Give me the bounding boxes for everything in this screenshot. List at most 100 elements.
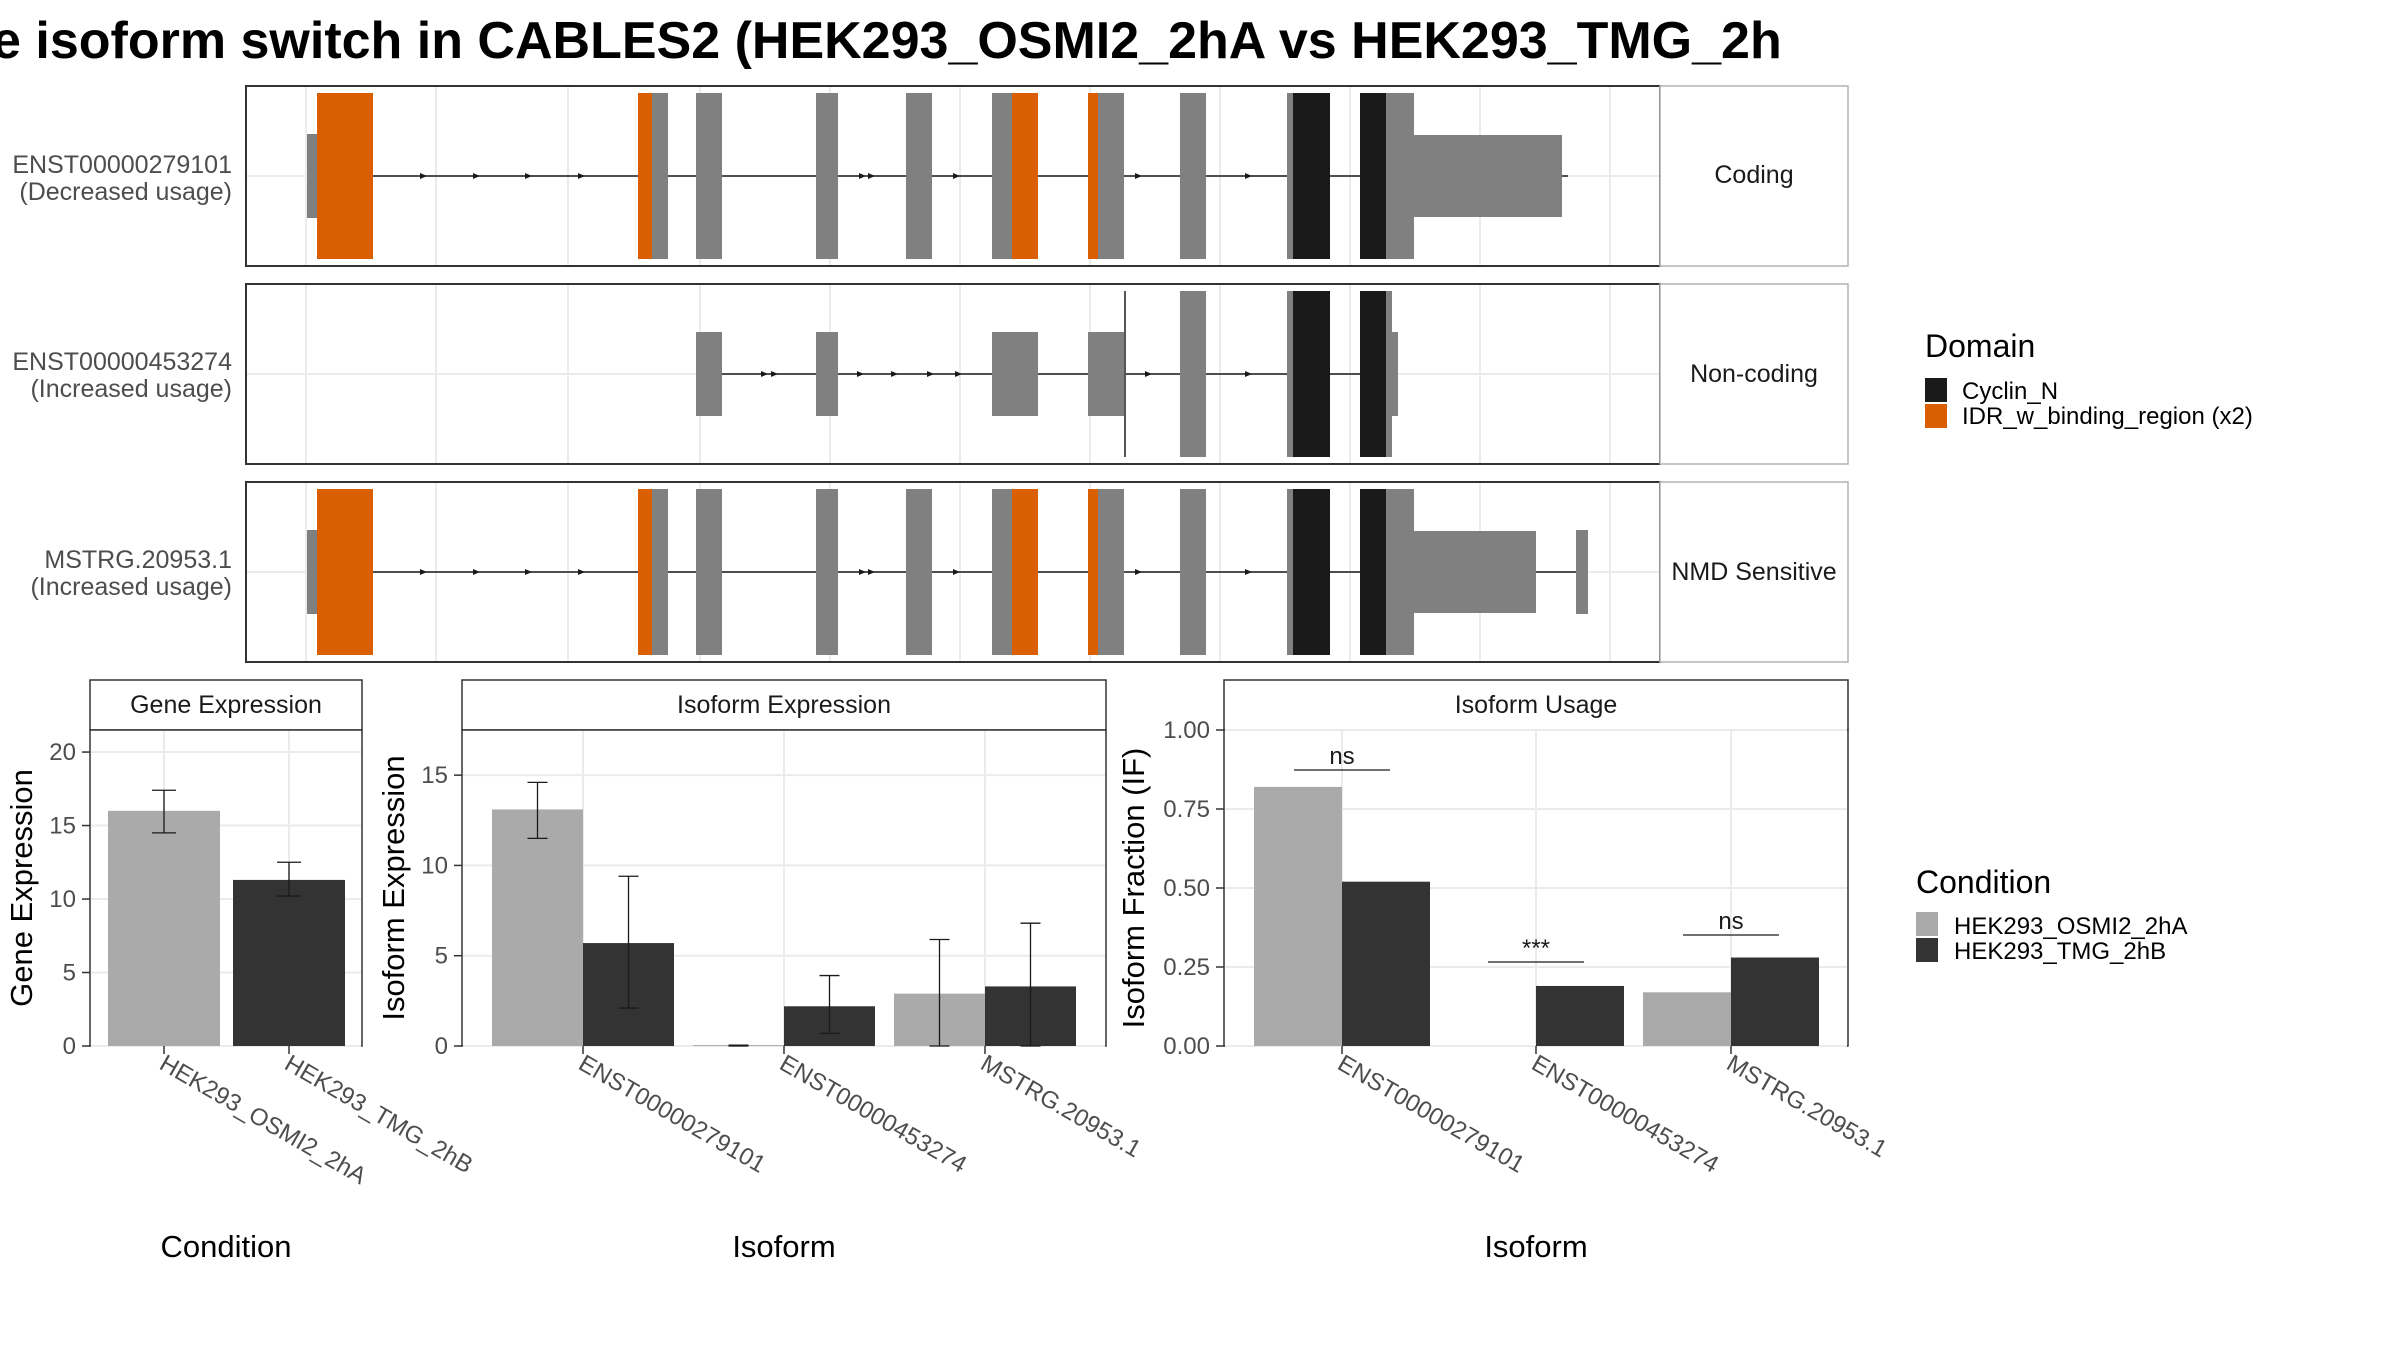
strand-arrow <box>953 569 960 575</box>
exon <box>1287 93 1293 259</box>
strip-label: Isoform Usage <box>1455 691 1618 719</box>
strand-arrow <box>1135 569 1142 575</box>
exon <box>1088 332 1124 416</box>
idr-domain <box>638 489 652 655</box>
strip-panel <box>89 679 363 731</box>
strand-arrow <box>859 569 866 575</box>
strip-label: Gene Expression <box>130 691 322 719</box>
y-tick-label: 0.50 <box>1163 875 1210 902</box>
strip-label: Non-coding <box>1690 360 1818 388</box>
x-tick-label: ENST00000279101 <box>574 1050 770 1179</box>
isoform-structure-panel: Coding ENST00000279101 (Decreased usage)… <box>12 85 1849 663</box>
strand-arrow <box>578 569 585 575</box>
idr-domain <box>317 93 373 259</box>
track-sublabel: (Increased usage) <box>30 375 232 403</box>
exon <box>816 93 838 259</box>
strand-arrow <box>420 173 427 179</box>
y-tick-label: 20 <box>49 739 76 766</box>
idr-domain <box>1012 93 1038 259</box>
y-tick-label: 0.25 <box>1163 954 1210 981</box>
y-tick-label: 0.75 <box>1163 796 1210 823</box>
y-axis-label: Isoform Fraction (IF) <box>1116 748 1151 1029</box>
strip-panel <box>1659 85 1849 267</box>
y-axis-label: Isoform Expression <box>376 755 411 1020</box>
exon <box>816 332 838 416</box>
exon <box>1392 332 1398 416</box>
strand-arrow <box>525 569 532 575</box>
y-tick-label: 5 <box>435 943 448 970</box>
legend-title: Domain <box>1925 328 2035 364</box>
strip-panel <box>1659 283 1849 465</box>
track-exons <box>247 87 1659 265</box>
legend-key-cond-b <box>1916 938 1938 962</box>
strand-arrow <box>1135 173 1142 179</box>
exon <box>992 489 1012 655</box>
strand-arrow <box>891 371 898 377</box>
exon <box>696 489 722 655</box>
strand-arrow <box>420 569 427 575</box>
strand-arrow <box>761 371 768 377</box>
significance-label: *** <box>1522 935 1550 962</box>
legend-label: IDR_w_binding_region (x2) <box>1962 403 2253 430</box>
y-tick-label: 0 <box>63 1033 76 1060</box>
strand-arrow <box>1245 173 1252 179</box>
bar <box>1254 786 1342 1046</box>
exon <box>1180 489 1206 655</box>
structure-track: Non-coding ENST00000453274 (Increased us… <box>12 283 1849 465</box>
exon <box>1098 489 1124 655</box>
structure-track: NMD Sensitive MSTRG.20953.1 (Increased u… <box>30 481 1849 663</box>
isoform-usage-panel: Isoform Usage ns *** ns 0.00 0.25 0.50 0.75 1.0… <box>1116 679 1891 1264</box>
track-sublabel: (Decreased usage) <box>19 178 232 206</box>
legend-key-cyclin <box>1925 378 1947 402</box>
exon <box>696 93 722 259</box>
idr-domain <box>1012 489 1038 655</box>
strand-arrow <box>578 173 585 179</box>
legend-key-idr <box>1925 404 1947 428</box>
idr-domain <box>1088 489 1098 655</box>
y-tick-label: 10 <box>421 852 448 879</box>
y-tick-label: 15 <box>49 813 76 840</box>
strand-arrow <box>927 371 934 377</box>
y-tick-label: 0.00 <box>1163 1033 1210 1060</box>
strand-arrow <box>525 173 532 179</box>
strand-arrow <box>1245 371 1252 377</box>
idr-domain <box>317 489 373 655</box>
legend-label: HEK293_OSMI2_2hA <box>1954 913 2187 940</box>
strip-label: NMD Sensitive <box>1671 558 1836 586</box>
strand-arrow <box>473 569 480 575</box>
legend-label: Cyclin_N <box>1962 378 2058 405</box>
bar <box>492 809 583 1046</box>
exon <box>307 134 317 218</box>
exon <box>992 332 1038 416</box>
legend-key-cond-a <box>1916 912 1938 936</box>
exon <box>1287 291 1293 457</box>
y-tick-label: 15 <box>421 762 448 789</box>
idr-domain <box>638 93 652 259</box>
cyclin-domain <box>1293 489 1330 655</box>
x-axis-label: Isoform <box>1484 1229 1587 1264</box>
track-label: ENST00000279101 <box>12 151 232 179</box>
exon <box>906 489 932 655</box>
exon <box>1180 93 1206 259</box>
bar <box>1643 992 1731 1046</box>
x-axis-label: Isoform <box>732 1229 835 1264</box>
y-tick-label: 1.00 <box>1163 717 1210 744</box>
exon <box>307 530 317 614</box>
exon <box>816 489 838 655</box>
y-axis-label: Gene Expression <box>4 769 39 1007</box>
exon <box>652 489 668 655</box>
x-tick-label: ENST00000279101 <box>1333 1050 1529 1179</box>
exon <box>696 332 722 416</box>
bar <box>1536 985 1624 1046</box>
track-sublabel: (Increased usage) <box>30 573 232 601</box>
exon <box>992 93 1012 259</box>
y-tick-label: 10 <box>49 886 76 913</box>
track-exons <box>247 483 1659 661</box>
track-exons <box>247 285 1659 463</box>
x-tick-label: MSTRG.20953.1 <box>976 1050 1145 1163</box>
legend-title: Condition <box>1916 864 2051 900</box>
domain-legend: Domain Cyclin_N IDR_w_binding_region (x2… <box>1925 328 2253 430</box>
exon <box>1386 93 1414 259</box>
legend-label: HEK293_TMG_2hB <box>1954 938 2166 965</box>
bar <box>1342 881 1430 1046</box>
